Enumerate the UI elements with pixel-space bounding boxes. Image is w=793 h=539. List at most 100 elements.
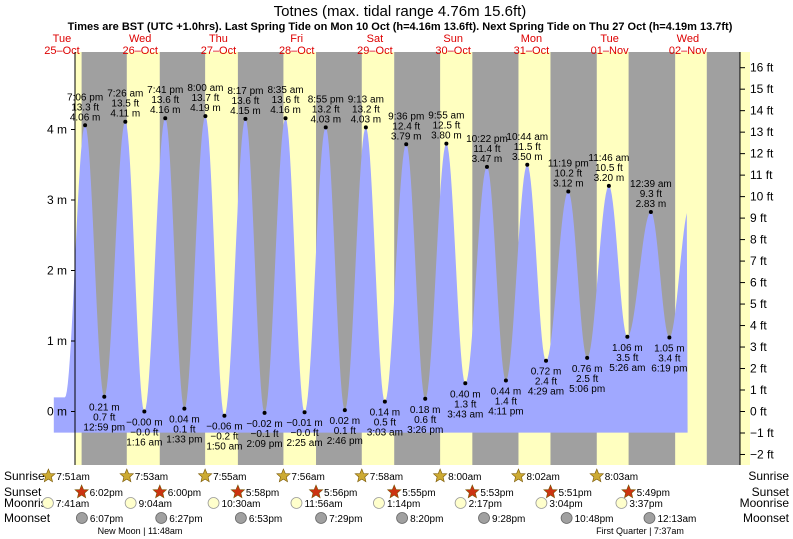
- low-tide-m: −0.02 m: [246, 419, 282, 430]
- sunset-time: 5:55pm: [402, 488, 435, 499]
- high-tide-m: 4.16 m: [270, 105, 301, 116]
- low-tide-m: 0.14 m: [370, 408, 401, 419]
- high-tide-time: 10:22 pm: [466, 134, 508, 145]
- chart-title: Totnes (max. tidal range 4.76m 15.6ft): [274, 3, 527, 20]
- sunset-row-label-left: Sunset: [4, 485, 42, 499]
- sunrise-time: 7:56am: [291, 472, 324, 483]
- day-date: 30–Oct: [435, 45, 470, 57]
- high-tide-m: 4.06 m: [70, 112, 101, 123]
- sunset-icon: [74, 484, 90, 499]
- right-tick-label: 9 ft: [750, 211, 767, 225]
- low-tide-time: 1:16 am: [126, 438, 162, 449]
- daylight-band-edge: [740, 52, 750, 465]
- right-tick-label: 14 ft: [750, 104, 774, 118]
- tide-point: [423, 396, 428, 401]
- sunset-icon: [621, 484, 637, 499]
- moonrise-icon: [373, 497, 385, 509]
- day-date: 02–Nov: [669, 45, 707, 57]
- high-tide-time: 7:06 pm: [67, 92, 103, 103]
- left-tick-label: 0 m: [47, 405, 67, 419]
- right-tick-label: 2 ft: [750, 362, 767, 376]
- low-tide-m: 0.18 m: [410, 405, 441, 416]
- high-tide-time: 12:39 am: [630, 179, 672, 190]
- day-name: Thu: [209, 33, 228, 45]
- low-tide-time: 1:50 am: [206, 442, 242, 453]
- tide-point: [585, 355, 590, 360]
- high-tide-ft: 13.2 ft: [352, 104, 380, 115]
- moonrise-time: 2:17pm: [469, 499, 502, 510]
- right-tick-label: −2 ft: [750, 447, 774, 461]
- high-tide-time: 7:41 pm: [147, 85, 183, 96]
- moonset-icon: [234, 512, 247, 524]
- sunrise-icon: [511, 468, 526, 483]
- low-tide-m: 1.05 m: [654, 343, 685, 354]
- high-tide-m: 3.12 m: [553, 179, 584, 190]
- right-tick-label: 15 ft: [750, 82, 774, 96]
- low-tide-time: 2:46 pm: [327, 436, 363, 447]
- high-tide-time: 11:46 am: [588, 153, 629, 164]
- left-axis: 0 m 1 m 2 m 3 m 4 m: [47, 52, 76, 465]
- sunrise-row-label-right: Sunrise: [748, 469, 789, 483]
- low-tide-time: 3:26 pm: [407, 425, 443, 436]
- high-tide-time: 7:26 am: [107, 89, 143, 100]
- tide-point: [283, 116, 288, 121]
- moonset-icon: [560, 512, 573, 524]
- high-tide-m: 4.19 m: [190, 103, 221, 114]
- tide-point: [142, 409, 147, 414]
- moonset-time: 7:29pm: [329, 514, 362, 525]
- high-tide-ft: 13.3 ft: [71, 102, 99, 113]
- sunrise-icon: [197, 468, 213, 483]
- low-tide-m: −0.06 m: [206, 422, 242, 433]
- high-tide-ft: 13.6 ft: [232, 96, 260, 107]
- day-name: Wed: [129, 33, 151, 45]
- sunset-time: 5:51pm: [558, 488, 591, 499]
- low-tide-time: 5:06 pm: [569, 384, 605, 395]
- sunrise-icon: [41, 468, 56, 483]
- tide-point: [566, 189, 571, 194]
- high-tide-ft: 10.5 ft: [595, 163, 623, 174]
- tide-point: [323, 125, 328, 130]
- tide-point: [544, 358, 549, 363]
- moonrise-icon: [454, 497, 467, 509]
- sunset-icon: [308, 484, 324, 499]
- high-tide-time: 8:55 pm: [308, 94, 344, 105]
- tide-point: [606, 183, 611, 188]
- right-tick-label: 13 ft: [750, 125, 774, 139]
- moonrise-icon: [535, 497, 548, 509]
- low-tide-time: 2:25 am: [286, 438, 322, 449]
- sunrise-icon: [589, 468, 605, 483]
- tide-point: [203, 114, 208, 119]
- high-tide-ft: 13.5 ft: [111, 99, 139, 110]
- high-tide-m: 3.47 m: [472, 154, 503, 165]
- moonrise-time: 1:14pm: [387, 499, 420, 510]
- low-tide-ft: 0.1 ft: [173, 425, 195, 436]
- day-date: 31–Oct: [514, 45, 549, 57]
- low-tide-time: 2:09 pm: [246, 439, 282, 450]
- high-tide-time: 8:00 am: [187, 83, 223, 94]
- sunrise-icon: [432, 468, 448, 483]
- high-tide-ft: 13.2 ft: [312, 104, 340, 115]
- day-date: 28–Oct: [279, 45, 314, 57]
- low-tide-time: 3:43 am: [447, 409, 483, 420]
- low-tide-m: 0.40 m: [450, 389, 481, 400]
- right-tick-label: −1 ft: [750, 426, 774, 440]
- low-tide-ft: 2.5 ft: [576, 374, 598, 385]
- high-tide-m: 3.20 m: [594, 173, 625, 184]
- moonrise-icon: [124, 497, 137, 509]
- sunset-time: 5:58pm: [246, 488, 279, 499]
- tide-point: [182, 406, 187, 411]
- right-tick-label: 0 ft: [750, 405, 767, 419]
- low-tide-ft: −0.0 ft: [291, 428, 319, 439]
- day-date: 27–Oct: [201, 45, 236, 57]
- sunset-icon: [543, 484, 558, 499]
- tide-point: [83, 123, 88, 128]
- right-tick-label: 4 ft: [750, 319, 767, 333]
- sunrise-icon: [119, 468, 135, 483]
- moon-phase-new: New Moon | 11:48am: [98, 526, 183, 536]
- tide-point: [163, 116, 168, 121]
- moonrise-icon: [207, 497, 220, 509]
- left-tick-label: 1 m: [47, 334, 67, 348]
- right-axis: −2 ft −1 ft 0 ft 1 ft 2 ft 3 ft 4 ft 5 ft 6 ft 7 …: [739, 52, 774, 465]
